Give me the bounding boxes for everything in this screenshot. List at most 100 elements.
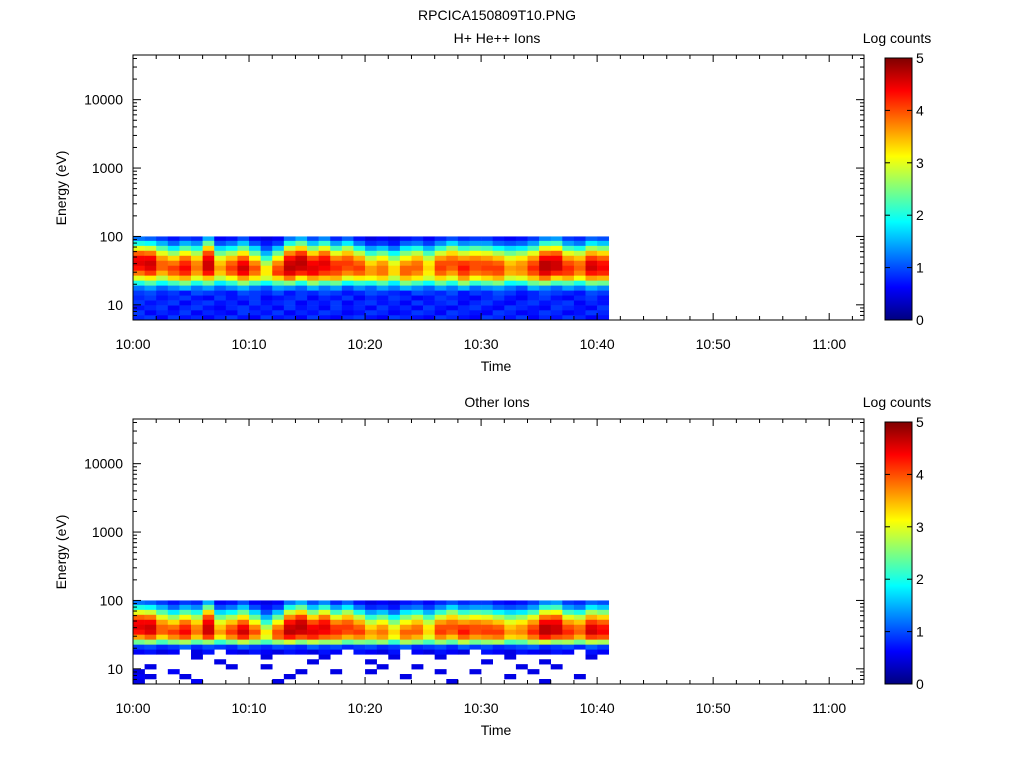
heatmap-cell bbox=[585, 600, 598, 605]
heatmap-cell bbox=[341, 305, 354, 311]
heatmap-cell bbox=[191, 649, 203, 655]
heatmap-cell bbox=[457, 280, 470, 286]
heatmap-cell bbox=[283, 649, 296, 655]
heatmap-cell bbox=[237, 315, 250, 321]
heatmap-cell bbox=[133, 674, 145, 680]
heatmap-cell bbox=[423, 285, 435, 291]
heatmap-cell bbox=[388, 275, 401, 281]
heatmap-cell bbox=[527, 629, 540, 635]
heatmap-cell bbox=[585, 236, 598, 241]
heatmap-cell bbox=[469, 619, 482, 625]
heatmap-cell bbox=[295, 644, 308, 650]
heatmap-cell bbox=[457, 629, 470, 635]
x-tick-label: 10:50 bbox=[696, 336, 731, 352]
heatmap-cell bbox=[214, 315, 227, 321]
heatmap-cell bbox=[214, 250, 227, 256]
heatmap-cell bbox=[249, 280, 261, 286]
heatmap-cell bbox=[179, 609, 192, 615]
heatmap-cell bbox=[446, 624, 459, 630]
heatmap-cell bbox=[388, 614, 401, 620]
heatmap-cell bbox=[515, 240, 528, 246]
heatmap-cell bbox=[353, 305, 366, 311]
heatmap-cell bbox=[144, 300, 157, 306]
heatmap-cell bbox=[597, 644, 610, 650]
heatmap-cell bbox=[237, 619, 250, 625]
heatmap-cell bbox=[249, 629, 261, 635]
heatmap-cell bbox=[457, 310, 470, 316]
heatmap-cell bbox=[283, 275, 296, 281]
heatmap-cell bbox=[469, 285, 482, 291]
heatmap-cell bbox=[411, 649, 424, 655]
heatmap-cell bbox=[365, 295, 377, 301]
heatmap-cell bbox=[527, 270, 540, 276]
heatmap-cell bbox=[214, 265, 227, 271]
heatmap-cell bbox=[515, 270, 528, 276]
heatmap-cell bbox=[388, 649, 401, 655]
heatmap-cell bbox=[423, 634, 435, 640]
colorbar-tick-label: 5 bbox=[916, 414, 924, 430]
heatmap-cell bbox=[539, 604, 552, 610]
heatmap-cell bbox=[562, 285, 575, 291]
heatmap-cell bbox=[434, 250, 447, 256]
heatmap-cell bbox=[272, 609, 285, 615]
heatmap-cell bbox=[411, 236, 424, 241]
heatmap-cell bbox=[318, 619, 331, 625]
heatmap-cell bbox=[376, 236, 389, 241]
heatmap-cell bbox=[469, 600, 482, 605]
heatmap-cell bbox=[399, 280, 412, 286]
heatmap-cell bbox=[133, 644, 145, 650]
heatmap-cell bbox=[202, 600, 215, 605]
heatmap-cell bbox=[504, 285, 517, 291]
heatmap-cell bbox=[527, 315, 540, 321]
heatmap-cell bbox=[156, 315, 169, 321]
heatmap bbox=[133, 600, 610, 685]
heatmap-cell bbox=[272, 619, 285, 625]
heatmap-cell bbox=[585, 295, 598, 301]
heatmap-cell bbox=[156, 624, 169, 630]
heatmap-cell bbox=[481, 634, 493, 640]
heatmap-cell bbox=[318, 255, 331, 261]
heatmap-cell bbox=[539, 315, 552, 321]
heatmap-cell bbox=[597, 290, 610, 296]
heatmap-cell bbox=[295, 669, 308, 675]
heatmap-cell bbox=[492, 275, 505, 281]
x-tick-label: 11:00 bbox=[812, 700, 846, 716]
heatmap-cell bbox=[492, 290, 505, 296]
y-tick-label: 100 bbox=[100, 228, 124, 244]
heatmap-cell bbox=[214, 624, 227, 630]
x-tick-label: 10:10 bbox=[232, 700, 267, 716]
heatmap-cell bbox=[225, 290, 238, 296]
heatmap-cell bbox=[283, 619, 296, 625]
heatmap-cell bbox=[156, 285, 169, 291]
heatmap-cell bbox=[283, 644, 296, 650]
heatmap-cell bbox=[156, 290, 169, 296]
heatmap-cell bbox=[260, 265, 273, 271]
heatmap-cell bbox=[365, 260, 377, 266]
heatmap-cell bbox=[411, 614, 424, 620]
heatmap-cell bbox=[133, 290, 145, 296]
heatmap-cell bbox=[457, 644, 470, 650]
heatmap-cell bbox=[527, 250, 540, 256]
heatmap-cell bbox=[457, 604, 470, 610]
heatmap-cell bbox=[423, 280, 435, 286]
heatmap-cell bbox=[365, 270, 377, 276]
x-tick-label: 10:40 bbox=[580, 700, 615, 716]
heatmap-cell bbox=[585, 240, 598, 246]
heatmap-cell bbox=[504, 265, 517, 271]
figure-title: RPCICA150809T10.PNG bbox=[418, 7, 576, 23]
heatmap-cell bbox=[573, 639, 586, 645]
heatmap-cell bbox=[434, 300, 447, 306]
heatmap-cell bbox=[272, 614, 285, 620]
heatmap-cell bbox=[515, 634, 528, 640]
heatmap-cell bbox=[307, 255, 319, 261]
heatmap-cell bbox=[446, 634, 459, 640]
y-tick-label: 100 bbox=[100, 592, 124, 608]
heatmap-cell bbox=[283, 236, 296, 241]
heatmap-cell bbox=[399, 674, 412, 680]
heatmap-cell bbox=[225, 644, 238, 650]
heatmap-cell bbox=[550, 634, 563, 640]
heatmap-cell bbox=[376, 295, 389, 301]
heatmap-cell bbox=[283, 604, 296, 610]
heatmap-cell bbox=[353, 634, 366, 640]
heatmap-cell bbox=[365, 624, 377, 630]
